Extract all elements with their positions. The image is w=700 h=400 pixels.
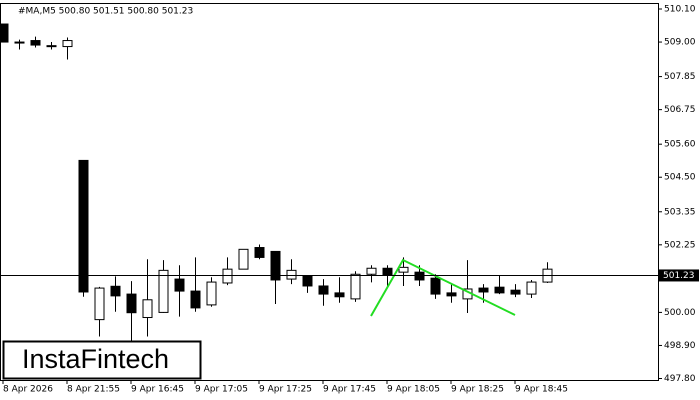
y-tick-label: 497.80 [664, 374, 696, 384]
watermark-box [2, 340, 202, 380]
candle-body [206, 281, 217, 306]
candle-body [382, 267, 393, 276]
price-label-box [659, 269, 699, 282]
candle-body [398, 266, 409, 273]
chart-title: #MA,M5 500.80 501.51 500.80 501.23 [18, 7, 193, 17]
x-tick-label: 9 Apr 17:25 [259, 385, 312, 395]
candle-body [94, 287, 105, 321]
y-tick-label: 506.75 [664, 105, 696, 115]
plot-frame [0, 3, 659, 381]
x-tick-label: 9 Apr 17:45 [323, 385, 376, 395]
watermark: InstaFintech [22, 344, 169, 374]
y-tick-label: 509.00 [664, 38, 696, 48]
candle-body [302, 275, 313, 287]
marks [0, 23, 553, 342]
candle-body [286, 269, 297, 280]
candle-body [126, 293, 137, 314]
candle-body [430, 277, 441, 295]
y-tick-label: 503.35 [664, 207, 696, 217]
candle-body [414, 271, 425, 281]
candle-body [350, 273, 361, 300]
candle-body [446, 292, 457, 297]
candle-body [142, 299, 153, 319]
x-tick-label: 9 Apr 18:25 [451, 385, 504, 395]
candle-body [0, 23, 9, 43]
candle-body [318, 285, 329, 295]
candle-body [526, 281, 537, 295]
candle-body [30, 40, 41, 46]
candle-body [110, 285, 121, 297]
pattern-line [370, 258, 516, 317]
candle-body [238, 248, 249, 270]
x-tick-label: 8 Apr 21:55 [67, 385, 120, 395]
candle-body [158, 269, 169, 313]
candle-body [46, 45, 57, 48]
candle-body [270, 250, 281, 281]
y-tick-label: 502.25 [664, 240, 696, 250]
candle-body [334, 292, 345, 298]
x-tick-label: 9 Apr 16:45 [131, 385, 184, 395]
candle-body [494, 286, 505, 294]
candle-body [14, 41, 25, 44]
y-tick-label: 510.10 [664, 5, 696, 15]
y-tick-label: 505.60 [664, 140, 696, 150]
candle-body [78, 159, 89, 293]
x-tick-label: 9 Apr 17:05 [195, 385, 248, 395]
candle-body [222, 268, 233, 284]
y-tick-label: 498.90 [664, 341, 696, 351]
y-tick-label: 500.00 [664, 308, 696, 318]
candle-body [478, 287, 489, 293]
candle-body [366, 267, 377, 275]
candle-body [510, 289, 521, 295]
candle-body [254, 247, 265, 258]
x-tick-label: 9 Apr 18:05 [387, 385, 440, 395]
x-tick-label: 9 Apr 18:45 [515, 385, 568, 395]
candle-body [174, 278, 185, 292]
x-tick-label: 8 Apr 2026 [3, 385, 53, 395]
candle-body [62, 40, 73, 48]
y-tick-label: 507.85 [664, 72, 696, 82]
y-tick-label: 504.50 [664, 173, 696, 183]
price-label: 501.23 [663, 271, 695, 281]
candle-body [190, 290, 201, 309]
